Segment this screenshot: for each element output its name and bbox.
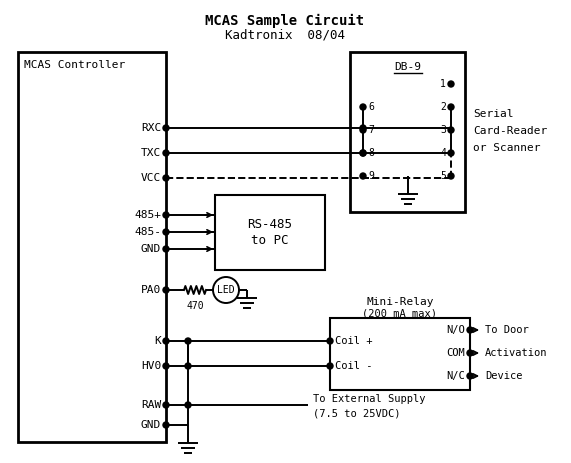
Text: Activation: Activation bbox=[485, 348, 548, 358]
Text: PA0: PA0 bbox=[140, 285, 161, 295]
Text: GND: GND bbox=[140, 420, 161, 430]
Circle shape bbox=[327, 338, 333, 344]
Circle shape bbox=[213, 277, 239, 303]
Text: 470: 470 bbox=[186, 301, 204, 311]
Circle shape bbox=[360, 104, 366, 110]
Text: VCC: VCC bbox=[140, 173, 161, 183]
Text: To Door: To Door bbox=[485, 325, 529, 335]
Text: 1: 1 bbox=[440, 79, 446, 89]
Circle shape bbox=[163, 422, 169, 428]
Text: or Scanner: or Scanner bbox=[473, 143, 541, 153]
Text: LED: LED bbox=[217, 285, 235, 295]
Text: 2: 2 bbox=[440, 102, 446, 112]
Circle shape bbox=[163, 229, 169, 235]
Circle shape bbox=[185, 363, 191, 369]
Circle shape bbox=[467, 327, 473, 333]
Text: DB-9: DB-9 bbox=[394, 62, 421, 72]
Circle shape bbox=[185, 338, 191, 344]
Circle shape bbox=[185, 402, 191, 408]
Bar bbox=[18, 52, 166, 442]
Circle shape bbox=[163, 150, 169, 156]
Text: Coil +: Coil + bbox=[335, 336, 372, 346]
Text: TXC: TXC bbox=[140, 148, 161, 158]
Text: Kadtronix  08/04: Kadtronix 08/04 bbox=[225, 29, 345, 42]
Text: 8: 8 bbox=[368, 148, 374, 158]
Text: MCAS Controller: MCAS Controller bbox=[24, 60, 125, 70]
Text: K: K bbox=[154, 336, 161, 346]
Bar bbox=[350, 52, 465, 212]
Bar bbox=[330, 318, 470, 390]
Circle shape bbox=[448, 81, 454, 87]
Circle shape bbox=[467, 373, 473, 379]
Circle shape bbox=[448, 104, 454, 110]
Text: 4: 4 bbox=[440, 148, 446, 158]
Text: to PC: to PC bbox=[251, 234, 289, 247]
Text: RS-485: RS-485 bbox=[247, 218, 292, 231]
Circle shape bbox=[163, 175, 169, 181]
Circle shape bbox=[448, 127, 454, 133]
Text: 6: 6 bbox=[368, 102, 374, 112]
Circle shape bbox=[448, 173, 454, 179]
Text: (7.5 to 25VDC): (7.5 to 25VDC) bbox=[313, 408, 400, 418]
Bar bbox=[215, 195, 325, 270]
Circle shape bbox=[360, 150, 366, 156]
Text: 3: 3 bbox=[440, 125, 446, 135]
Text: To External Supply: To External Supply bbox=[313, 394, 425, 404]
Circle shape bbox=[467, 350, 473, 356]
Circle shape bbox=[163, 287, 169, 293]
Text: Card-Reader: Card-Reader bbox=[473, 126, 547, 136]
Circle shape bbox=[163, 246, 169, 252]
Circle shape bbox=[163, 363, 169, 369]
Text: RAW: RAW bbox=[140, 400, 161, 410]
Circle shape bbox=[163, 212, 169, 218]
Circle shape bbox=[360, 127, 366, 133]
Text: N/O: N/O bbox=[447, 325, 465, 335]
Circle shape bbox=[163, 125, 169, 131]
Text: GND: GND bbox=[140, 244, 161, 254]
Text: Mini-Relay: Mini-Relay bbox=[366, 297, 434, 307]
Text: N/C: N/C bbox=[447, 371, 465, 381]
Text: RXC: RXC bbox=[140, 123, 161, 133]
Text: 7: 7 bbox=[368, 125, 374, 135]
Text: 9: 9 bbox=[368, 171, 374, 181]
Circle shape bbox=[360, 150, 366, 156]
Circle shape bbox=[448, 150, 454, 156]
Circle shape bbox=[163, 402, 169, 408]
Text: Coil -: Coil - bbox=[335, 361, 372, 371]
Text: 485+: 485+ bbox=[134, 210, 161, 220]
Circle shape bbox=[360, 173, 366, 179]
Text: Serial: Serial bbox=[473, 109, 513, 119]
Text: MCAS Sample Circuit: MCAS Sample Circuit bbox=[206, 14, 364, 28]
Text: 5: 5 bbox=[440, 171, 446, 181]
Text: (200 mA max): (200 mA max) bbox=[363, 308, 437, 318]
Circle shape bbox=[360, 125, 366, 131]
Text: HV0: HV0 bbox=[140, 361, 161, 371]
Circle shape bbox=[327, 363, 333, 369]
Circle shape bbox=[163, 338, 169, 344]
Text: COM: COM bbox=[447, 348, 465, 358]
Text: 485-: 485- bbox=[134, 227, 161, 237]
Text: Device: Device bbox=[485, 371, 522, 381]
